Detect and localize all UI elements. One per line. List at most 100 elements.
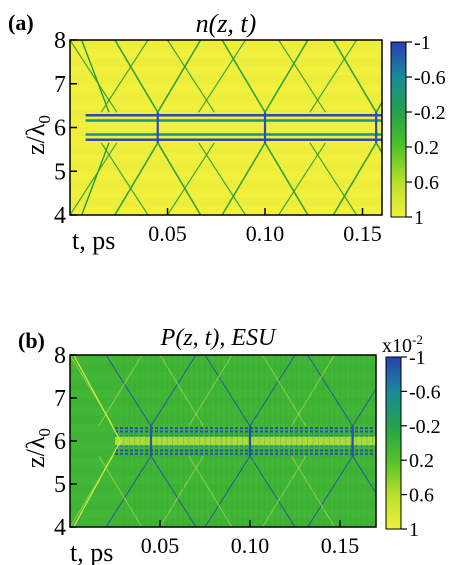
heatmap-stripe [70, 475, 376, 484]
y-axis-label-b: z/λ0 [21, 428, 54, 468]
band-core [115, 436, 376, 446]
crossing-line [157, 40, 202, 113]
crossing-line [332, 40, 377, 113]
colorbar-multiplier-b: x10-2 [382, 332, 423, 357]
panel-label-b: (b) [18, 328, 45, 353]
x-tick-label: 0.10 [231, 533, 270, 558]
chart-title-a: n(z, t) [196, 9, 257, 38]
crossing-line [150, 455, 197, 527]
secondary-line [278, 142, 326, 215]
colorbar-tick-label: -0.6 [414, 67, 446, 89]
panel-a: (a) n(z, t) 4 5 6 7 8 0.05 0.10 0.15 z/λ0 t, p… [8, 9, 446, 255]
colorbar-tick-label: 0.6 [414, 172, 439, 194]
panel-b: (b) P(z, t), ESU 4 5 6 7 8 0.05 0.10 0.15 z/λ0… [18, 325, 441, 565]
heatmap-stripe [70, 389, 376, 398]
colorbar-tick-label: -0.2 [409, 416, 441, 438]
chart-title-b: P(z, t), ESU [160, 325, 277, 351]
crossing-line [249, 355, 296, 427]
colorbar-ticks-b: -1 -0.6 -0.2 0.2 0.6 1 [401, 347, 441, 541]
source-line [81, 40, 110, 113]
secondary-line [159, 455, 204, 527]
heatmap-stripe [70, 355, 376, 364]
y-tick-label: 8 [54, 343, 66, 369]
y-axis-a: 4 5 6 7 8 [54, 28, 77, 229]
crossing-line [264, 40, 309, 113]
y-tick-label: 6 [54, 429, 66, 455]
x-tick-label: 0.15 [321, 533, 360, 558]
crossing-line [221, 40, 266, 113]
panel-label-a: (a) [8, 10, 34, 35]
heatmap-stripe [70, 458, 376, 467]
crossing-line [114, 142, 159, 215]
y-tick-label: 5 [54, 159, 66, 185]
secondary-line [159, 355, 204, 427]
crossing-line [204, 455, 251, 527]
heatmap-a [70, 40, 382, 215]
crossing-line [352, 455, 376, 494]
heatmap-stripe [70, 406, 376, 416]
y-axis-b: 4 5 6 7 8 [54, 343, 77, 541]
x-tick-label: 0.10 [246, 221, 285, 246]
crossing-line [307, 355, 354, 427]
crossing-line [204, 355, 251, 427]
y-axis-label-a: z/λ0 [21, 115, 54, 155]
heatmap-stripe [70, 145, 382, 154]
x-tick-label: 0.05 [141, 533, 180, 558]
y-tick-label: 8 [54, 28, 66, 54]
colorbar-tick-label: 0.2 [409, 450, 434, 472]
y-tick-label: 6 [54, 116, 66, 142]
x-tick-label: 0.05 [148, 221, 187, 246]
x-axis-a: 0.05 0.10 0.15 [148, 208, 382, 246]
colorbar-tick-label: -0.2 [414, 102, 446, 124]
x-axis-label-b: t, ps [70, 538, 113, 565]
colorbar-tick-label: -0.6 [409, 381, 441, 403]
heatmap-stripe [70, 197, 382, 207]
heatmap-b [70, 355, 376, 527]
y-tick-label: 4 [54, 515, 66, 541]
crossing-line [307, 455, 354, 527]
heatmap-stripe [70, 75, 382, 84]
colorbar-b [385, 356, 402, 530]
colorbar-tick-label: 1 [409, 519, 419, 541]
crossing-line [221, 142, 266, 215]
colorbar-a [390, 41, 407, 218]
y-tick-label: 7 [54, 386, 66, 412]
crossing-line [114, 40, 159, 113]
colorbar-tick-label: 1 [414, 207, 424, 229]
source-line [73, 355, 121, 442]
heatmap-stripe [70, 372, 376, 381]
source-line [81, 142, 110, 215]
y-tick-label: 5 [54, 472, 66, 498]
source-line [73, 440, 121, 527]
band-core [85, 123, 382, 132]
heatmap-stripe [70, 509, 376, 519]
colorbar-tick-label: 0.6 [409, 485, 434, 507]
crossing-line [264, 142, 309, 215]
crossing-line [352, 388, 376, 427]
heatmap-stripe [70, 162, 382, 172]
colorbar-tick-label: 0.2 [414, 137, 439, 159]
secondary-line [70, 40, 118, 113]
crossing-line [332, 142, 377, 215]
crossing-line [105, 355, 152, 427]
crossing-line [105, 455, 152, 527]
colorbar-ticks-a: -1 -0.6 -0.2 0.2 0.6 1 [406, 32, 446, 229]
x-axis-b: 0.05 0.10 0.15 [141, 520, 360, 558]
y-tick-label: 4 [54, 203, 66, 229]
heatmap-stripe [70, 492, 376, 502]
crossing-line [249, 455, 296, 527]
secondary-line [262, 455, 307, 527]
secondary-line [166, 40, 215, 113]
y-tick-label: 7 [54, 72, 66, 98]
x-tick-label: 0.15 [343, 221, 382, 246]
colorbar-tick-label: -1 [414, 32, 431, 54]
secondary-line [278, 40, 326, 113]
crossing-line [157, 142, 202, 215]
secondary-line [70, 142, 118, 215]
crossing-line [150, 355, 197, 427]
heatmap-stripe [70, 57, 382, 67]
secondary-line [262, 355, 307, 427]
x-axis-label-a: t, ps [72, 226, 115, 255]
colorbar-tick-label: -1 [409, 347, 426, 369]
